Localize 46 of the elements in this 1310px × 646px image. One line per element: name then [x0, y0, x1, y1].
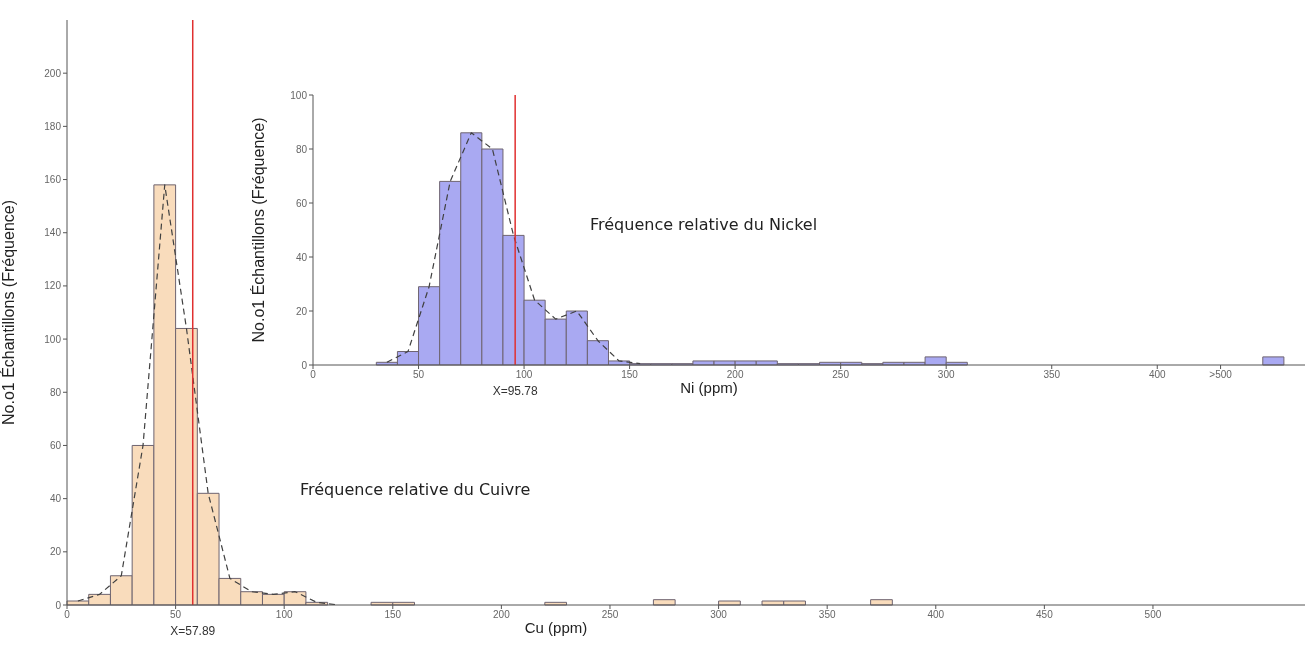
ref-line-label: X=95.78	[492, 384, 538, 398]
annotation: Fréquence relative du Cuivre	[300, 480, 531, 499]
x-tick-label: 150	[621, 369, 639, 381]
y-tick-label: 100	[44, 333, 62, 345]
x-tick-label: 0	[64, 609, 71, 621]
y-axis-title: No.o1 Échantillons (Fréquence)	[0, 199, 17, 426]
y-tick-label: 80	[49, 386, 62, 398]
ref-line-label: X=57.89	[170, 624, 216, 638]
x-tick-label: 250	[601, 609, 619, 621]
x-tick-label: 200	[493, 609, 511, 621]
y-tick-label: 40	[49, 493, 62, 505]
y-tick-label: 140	[44, 227, 62, 239]
y-tick-label: 180	[44, 120, 62, 132]
x-tick-label: 100	[275, 609, 293, 621]
x-tick-label: 400	[927, 609, 945, 621]
x-tick-label: 250	[832, 369, 850, 381]
y-tick-label: 0	[55, 599, 62, 611]
x-tick-label: 350	[818, 609, 836, 621]
y-tick-label: 80	[295, 143, 308, 155]
y-axis-title: No.o1 Échantillons (Fréquence)	[249, 117, 267, 343]
y-tick-label: 120	[44, 280, 62, 292]
x-tick-label: 400	[1148, 369, 1167, 381]
x-tick-label: 50	[412, 369, 425, 381]
y-tick-label: 20	[295, 305, 308, 317]
x-tick-label: 100	[515, 369, 533, 381]
y-tick-label: 200	[44, 67, 62, 79]
y-tick-label: 40	[295, 251, 308, 263]
x-tick-label: 300	[710, 609, 728, 621]
y-tick-label: 0	[301, 359, 308, 371]
x-tick-label: >500	[1209, 369, 1233, 381]
x-tick-label: 500	[1144, 609, 1162, 621]
y-tick-label: 60	[49, 440, 62, 451]
y-tick-label: 160	[44, 174, 62, 186]
x-tick-label: 50	[170, 609, 182, 621]
y-tick-label: 60	[295, 197, 308, 209]
x-tick-label: 0	[310, 369, 317, 381]
x-tick-label: 350	[1043, 369, 1061, 381]
x-tick-label: 200	[726, 369, 744, 381]
x-axis-title: Cu (ppm)	[524, 619, 588, 636]
annotation: Fréquence relative du Nickel	[590, 215, 818, 234]
x-tick-label: 300	[937, 369, 955, 381]
y-tick-label: 100	[290, 89, 308, 101]
x-axis-title: Ni (ppm)	[680, 379, 738, 396]
x-tick-label: 450	[1036, 609, 1054, 621]
y-tick-label: 20	[49, 546, 62, 558]
x-tick-label: 150	[384, 609, 402, 621]
